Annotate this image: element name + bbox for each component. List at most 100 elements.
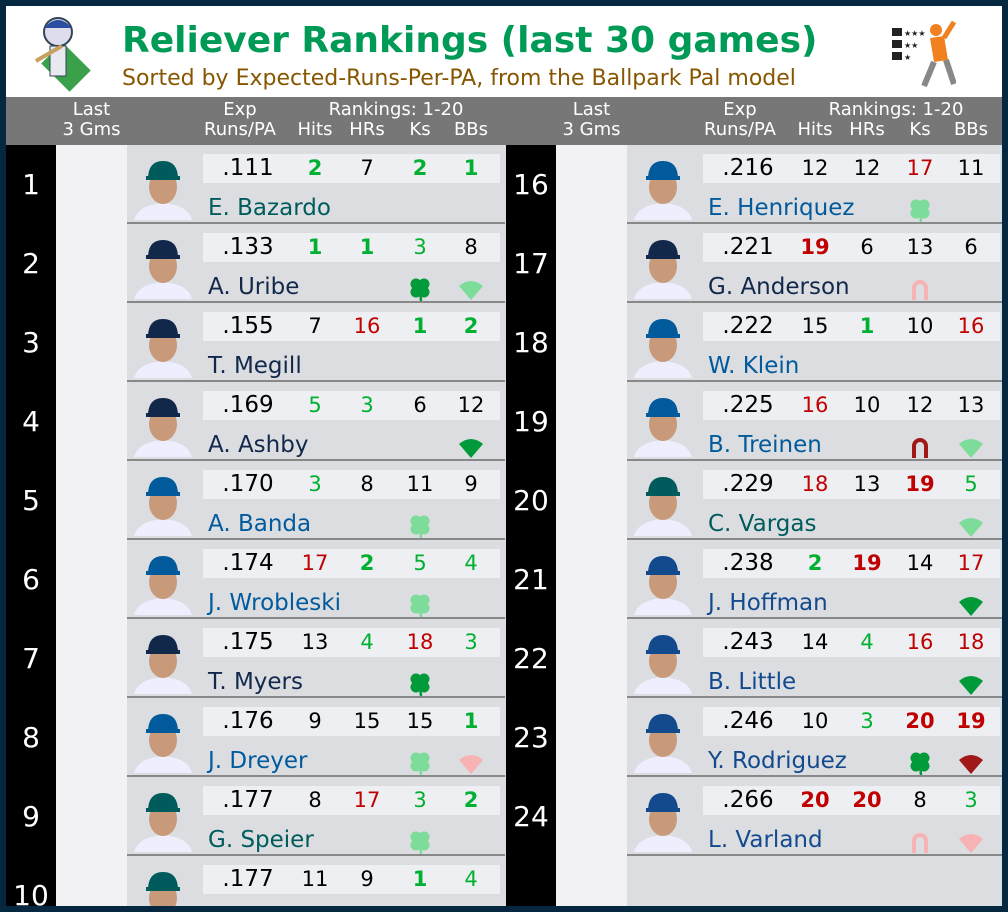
- rank-hits: 13: [301, 630, 329, 654]
- player-name[interactable]: Y. Rodriguez: [708, 748, 847, 774]
- pitcher-row[interactable]: .243 14 4 16 18 B. Little: [627, 619, 1002, 698]
- pitcher-row[interactable]: .133 1 1 3 8 A. Uribe: [127, 224, 505, 303]
- rank-hrs: 15: [353, 709, 381, 733]
- rank-ks: 10: [906, 314, 934, 338]
- player-name[interactable]: C. Vargas: [708, 511, 817, 537]
- player-name[interactable]: E. Henriquez: [708, 195, 855, 221]
- player-name[interactable]: B. Treinen: [708, 432, 822, 458]
- pitcher-row[interactable]: .169 5 3 6 12 A. Ashby: [127, 382, 505, 461]
- stats-bar: [203, 628, 500, 657]
- clover-icon: [906, 197, 934, 223]
- rank-ks: 14: [906, 551, 934, 575]
- header-rankings-label: Rankings: 1-20: [328, 99, 464, 120]
- player-name[interactable]: J. Hoffman: [708, 590, 828, 616]
- player-name[interactable]: L. Varland: [708, 827, 823, 853]
- last-3-games-cell: [556, 619, 627, 698]
- pitcher-row[interactable]: .111 2 7 2 1 E. Bazardo: [127, 145, 505, 224]
- pitcher-row[interactable]: .174 17 2 5 4 J. Wrobleski: [127, 540, 505, 619]
- rank-hrs: 6: [860, 235, 874, 259]
- pitcher-row[interactable]: .222 15 1 10 16 W. Klein: [627, 303, 1002, 382]
- player-name[interactable]: A. Uribe: [208, 274, 300, 300]
- player-name[interactable]: G. Anderson: [708, 274, 850, 300]
- header-bbs: BBs: [953, 119, 989, 140]
- player-photo: [134, 477, 192, 536]
- rank-number: 16: [506, 145, 556, 224]
- rankings-board: Reliever Rankings (last 30 games) Sorted…: [6, 6, 1002, 906]
- player-name[interactable]: E. Bazardo: [208, 195, 331, 221]
- player-name[interactable]: A. Banda: [208, 511, 312, 537]
- rank-bbs: 13: [957, 393, 985, 417]
- exp-runs-per-pa: .174: [222, 550, 274, 576]
- rank-ks: 15: [406, 709, 434, 733]
- rank-ks: 5: [413, 551, 427, 575]
- last-3-games-cell: [56, 698, 127, 777]
- player-name[interactable]: G. Speier: [208, 827, 314, 853]
- rank-hits: 2: [307, 156, 323, 180]
- exp-runs-per-pa: .176: [222, 708, 274, 734]
- rank-hrs: 4: [360, 630, 374, 654]
- rank-hrs: 3: [360, 393, 374, 417]
- exp-runs-per-pa: .169: [222, 392, 274, 418]
- ballpark-pal-mascot-logo: [34, 17, 91, 92]
- pitcher-row[interactable]: .238 2 19 14 17 J. Hoffman: [627, 540, 1002, 619]
- pitcher-row[interactable]: .170 3 8 11 9 A. Banda: [127, 461, 505, 540]
- player-name[interactable]: W. Klein: [708, 353, 800, 379]
- column-header: Last 3 Gms Exp Runs/PA Rankings: 1-20 Hits H…: [6, 97, 1002, 145]
- rank-number: 2: [6, 224, 56, 303]
- rank-bbs: 12: [457, 393, 485, 417]
- last-3-games-cell: [56, 619, 127, 698]
- player-photo: [634, 477, 692, 536]
- pitcher-row[interactable]: .229 18 13 19 5 C. Vargas: [627, 461, 1002, 540]
- exp-runs-per-pa: .238: [722, 550, 774, 576]
- rank-bbs: 19: [956, 709, 986, 733]
- player-photo: [134, 635, 192, 694]
- player-name[interactable]: T. Myers: [208, 669, 303, 695]
- rank-ks: 6: [413, 393, 427, 417]
- rank-hrs: 1: [859, 314, 875, 338]
- pitcher-row[interactable]: .177 11 9 1 4: [127, 856, 505, 906]
- player-name[interactable]: J. Wrobleski: [208, 590, 341, 616]
- rank-hits: 18: [801, 472, 829, 496]
- diamond-icon: [957, 592, 985, 618]
- stats-bar: [703, 786, 1000, 815]
- diamond-icon: [957, 434, 985, 460]
- exp-runs-per-pa: .229: [722, 471, 774, 497]
- rank-bbs: 11: [957, 156, 985, 180]
- rank-ks: 2: [412, 156, 428, 180]
- pitcher-row[interactable]: .175 13 4 18 3 T. Myers: [127, 619, 505, 698]
- rank-number: 20: [506, 461, 556, 540]
- player-name[interactable]: J. Dreyer: [208, 748, 308, 774]
- exp-runs-per-pa: .266: [722, 787, 774, 813]
- pitcher-row[interactable]: .177 8 17 3 2 G. Speier: [127, 777, 505, 856]
- rank-bbs: 5: [964, 472, 978, 496]
- last-3-games-cell: [56, 461, 127, 540]
- last-3-games-cell: [556, 461, 627, 540]
- player-name[interactable]: T. Megill: [208, 353, 302, 379]
- rank-number: 3: [6, 303, 56, 382]
- rank-hits: 12: [801, 156, 829, 180]
- rank-hrs: 13: [853, 472, 881, 496]
- rank-ks: 19: [905, 472, 935, 496]
- rank-number: 17: [506, 224, 556, 303]
- pitcher-row[interactable]: .225 16 10 12 13 B. Treinen: [627, 382, 1002, 461]
- rank-number: 10: [6, 856, 56, 906]
- diamond-icon: [457, 276, 485, 302]
- rank-hits: 3: [308, 472, 322, 496]
- rank-hits: 19: [800, 235, 830, 259]
- pitcher-row[interactable]: .246 10 3 20 19 Y. Rodriguez: [627, 698, 1002, 777]
- diamond-icon: [457, 750, 485, 776]
- rank-hits: 11: [301, 867, 329, 891]
- rank-bbs: 17: [957, 551, 985, 575]
- stats-bar: [703, 391, 1000, 420]
- pitcher-row[interactable]: .266 20 20 8 3 L. Varland: [627, 777, 1002, 856]
- rank-number: 8: [6, 698, 56, 777]
- exp-runs-per-pa: .175: [222, 629, 274, 655]
- exp-runs-per-pa: .155: [222, 313, 274, 339]
- pitcher-row[interactable]: .176 9 15 15 1 J. Dreyer: [127, 698, 505, 777]
- pitcher-row[interactable]: .216 12 12 17 11 E. Henriquez: [627, 145, 1002, 224]
- pitcher-row[interactable]: .221 19 6 13 6 G. Anderson: [627, 224, 1002, 303]
- pitcher-row[interactable]: .155 7 16 1 2 T. Megill: [127, 303, 505, 382]
- rank-ks: 20: [905, 709, 935, 733]
- player-name[interactable]: A. Ashby: [208, 432, 309, 458]
- player-name[interactable]: B. Little: [708, 669, 797, 695]
